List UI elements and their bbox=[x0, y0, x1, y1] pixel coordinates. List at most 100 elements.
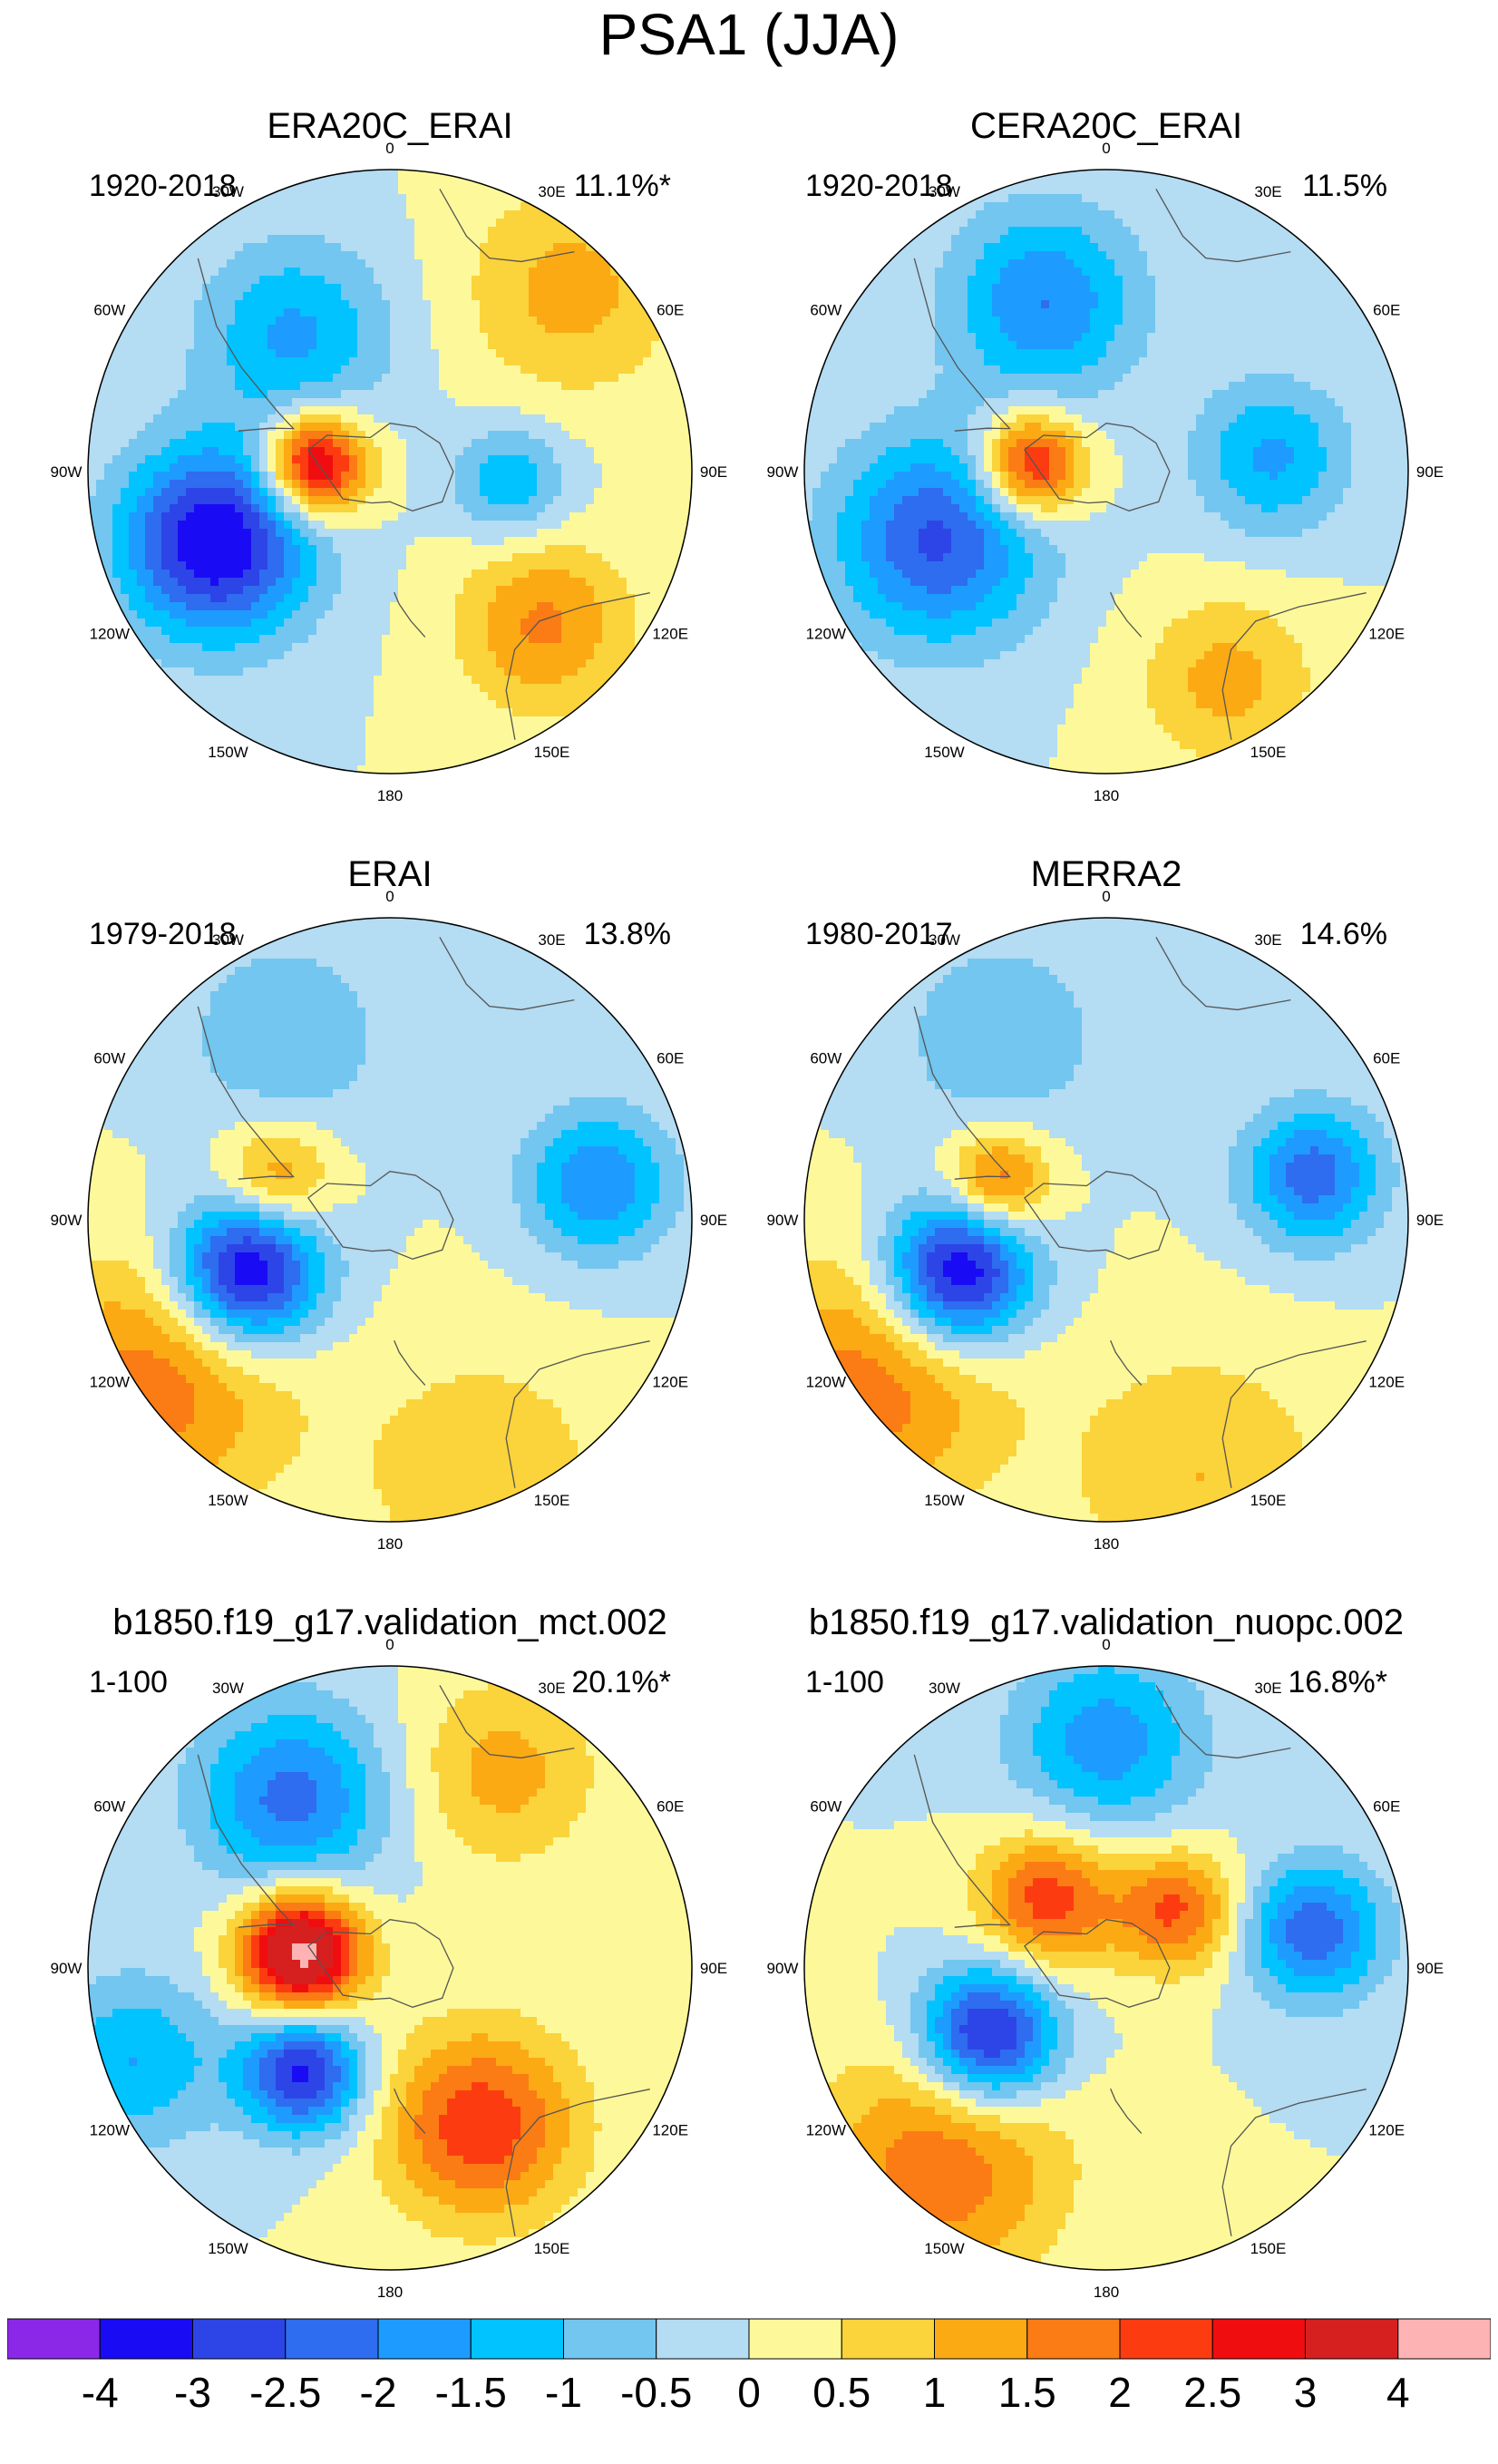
colorbar-label: -1.5 bbox=[435, 2367, 507, 2418]
field-cells bbox=[88, 170, 692, 774]
longitude-label: 120E bbox=[1368, 2122, 1405, 2139]
new-zealand-coastline bbox=[394, 591, 426, 638]
africa-coastline bbox=[1155, 189, 1291, 263]
colorbar-label: -4 bbox=[82, 2367, 119, 2418]
longitude-label: 60E bbox=[1373, 302, 1400, 319]
longitude-label: 30W bbox=[212, 1680, 244, 1697]
longitude-label: 90E bbox=[1416, 1212, 1444, 1229]
longitude-label: 90W bbox=[767, 1212, 799, 1229]
longitude-label: 0 bbox=[1102, 140, 1110, 157]
longitude-label: 90E bbox=[700, 1212, 727, 1229]
longitude-label: 180 bbox=[377, 1535, 403, 1553]
longitude-label: 120W bbox=[806, 1374, 846, 1391]
australia-coastline bbox=[505, 1340, 650, 1488]
colorbar-swatch bbox=[1305, 2318, 1399, 2360]
map-panel-erai: ERAI 1979-2018 13.8% 0 30E 60E 90E 120E 150E 1… bbox=[45, 852, 734, 1578]
panel-period: 1-100 bbox=[89, 1664, 168, 1700]
longitude-label: 120E bbox=[652, 626, 688, 643]
south-america-coastline bbox=[913, 1006, 1012, 1180]
longitude-label: 90W bbox=[767, 1960, 799, 1977]
field-cells bbox=[804, 170, 1408, 774]
longitude-label: 120W bbox=[806, 2122, 846, 2139]
polar-map: 0 30E 60E 90E 120E 150E 180 150W 120W 90W 60W 30W bbox=[767, 140, 1444, 804]
colorbar-label: 0 bbox=[737, 2367, 761, 2418]
colorbar bbox=[7, 2318, 1491, 2360]
longitude-label: 30W bbox=[212, 183, 244, 200]
antarctica-coastline bbox=[307, 423, 454, 511]
polar-map: 0 30E 60E 90E 120E 150E 180 150W 120W 90W 60W 30W bbox=[51, 140, 728, 804]
longitude-label: 30E bbox=[538, 931, 565, 949]
map-panel-merra2: MERRA2 1980-2017 14.6% 0 30E 60E 90E 120E 150… bbox=[762, 852, 1451, 1578]
longitude-label: 120E bbox=[1368, 1374, 1405, 1391]
longitude-label: 0 bbox=[385, 888, 394, 905]
colorbar-label: -2.5 bbox=[249, 2367, 321, 2418]
new-zealand-coastline bbox=[1110, 1339, 1143, 1386]
longitude-label: 30E bbox=[1254, 1680, 1281, 1697]
colorbar-labels: -4 -3 -2.5 -2 -1.5 -1 -0.5 0 0.5 1 1.5 2 2.5 3 4 bbox=[0, 2367, 1498, 2421]
longitude-label: 150E bbox=[534, 744, 570, 761]
africa-coastline bbox=[439, 1685, 575, 1759]
colorbar-swatch bbox=[192, 2318, 287, 2360]
longitude-label: 180 bbox=[377, 787, 403, 804]
longitude-label: 30W bbox=[929, 1680, 960, 1697]
map-border bbox=[803, 917, 1409, 1523]
field-cells bbox=[804, 918, 1408, 1522]
africa-coastline bbox=[439, 189, 575, 263]
colorbar-swatch bbox=[1211, 2318, 1306, 2360]
new-zealand-coastline bbox=[1110, 2088, 1143, 2134]
colorbar-label: 3 bbox=[1294, 2367, 1318, 2418]
colorbar-label: -3 bbox=[174, 2367, 211, 2418]
colorbar-swatch bbox=[470, 2318, 564, 2360]
australia-coastline bbox=[505, 592, 650, 740]
longitude-label: 30W bbox=[212, 931, 244, 949]
map-border bbox=[803, 169, 1409, 774]
colorbar-label: 1.5 bbox=[998, 2367, 1056, 2418]
panel-title: ERAI bbox=[45, 852, 734, 896]
longitude-label: 90E bbox=[700, 1960, 727, 1977]
longitude-label: 60W bbox=[93, 302, 125, 319]
panel-variance: 20.1%* bbox=[571, 1664, 671, 1700]
longitude-label: 60E bbox=[1373, 1798, 1400, 1816]
map-border bbox=[87, 169, 693, 774]
colorbar-label: -2 bbox=[360, 2367, 397, 2418]
panel-variance: 14.6% bbox=[1300, 916, 1387, 952]
longitude-label: 150E bbox=[1250, 1492, 1287, 1509]
longitude-label: 120W bbox=[90, 1374, 130, 1391]
panel-variance: 11.1%* bbox=[574, 168, 671, 204]
south-america-coastline bbox=[197, 1006, 296, 1180]
panel-title: b1850.f19_g17.validation_mct.002 bbox=[45, 1601, 734, 1644]
panel-period: 1980-2017 bbox=[805, 916, 953, 952]
africa-coastline bbox=[1155, 1685, 1291, 1759]
panel-variance: 13.8% bbox=[584, 916, 671, 952]
colorbar-swatch bbox=[1397, 2318, 1491, 2360]
longitude-label: 60W bbox=[810, 1050, 841, 1067]
longitude-label: 0 bbox=[385, 140, 394, 157]
polar-map: 0 30E 60E 90E 120E 150E 180 150W 120W 90W 60W 30W bbox=[767, 1636, 1444, 2301]
longitude-label: 120W bbox=[90, 626, 130, 643]
longitude-label: 90E bbox=[1416, 463, 1444, 481]
map-border bbox=[803, 1665, 1409, 2271]
map-panel-era20c-erai: ERA20C_ERAI 1920-2018 11.1%* 0 30E 60E 90E 1… bbox=[45, 104, 734, 830]
panel-variance: 16.8%* bbox=[1288, 1664, 1387, 1700]
map-panel-cera20c-erai: CERA20C_ERAI 1920-2018 11.5% 0 30E 60E 90E 1… bbox=[762, 104, 1451, 830]
longitude-label: 60W bbox=[810, 1798, 841, 1816]
africa-coastline bbox=[1155, 937, 1291, 1011]
longitude-label: 150E bbox=[534, 1492, 570, 1509]
longitude-label: 180 bbox=[1094, 2284, 1119, 2301]
longitude-label: 0 bbox=[1102, 1636, 1110, 1653]
colorbar-label: -1 bbox=[545, 2367, 582, 2418]
australia-coastline bbox=[1221, 1340, 1367, 1488]
colorbar-swatch bbox=[748, 2318, 842, 2360]
field-cells bbox=[804, 1666, 1408, 2270]
antarctica-coastline bbox=[1024, 1919, 1171, 2008]
australia-coastline bbox=[505, 2089, 650, 2236]
new-zealand-coastline bbox=[1110, 591, 1143, 638]
south-america-coastline bbox=[197, 258, 296, 432]
south-america-coastline bbox=[197, 1754, 296, 1928]
longitude-label: 120E bbox=[652, 1374, 688, 1391]
longitude-label: 150W bbox=[208, 1492, 248, 1509]
longitude-label: 60W bbox=[93, 1798, 125, 1816]
longitude-label: 120W bbox=[90, 2122, 130, 2139]
longitude-label: 0 bbox=[385, 1636, 394, 1653]
panel-title: ERA20C_ERAI bbox=[45, 104, 734, 148]
